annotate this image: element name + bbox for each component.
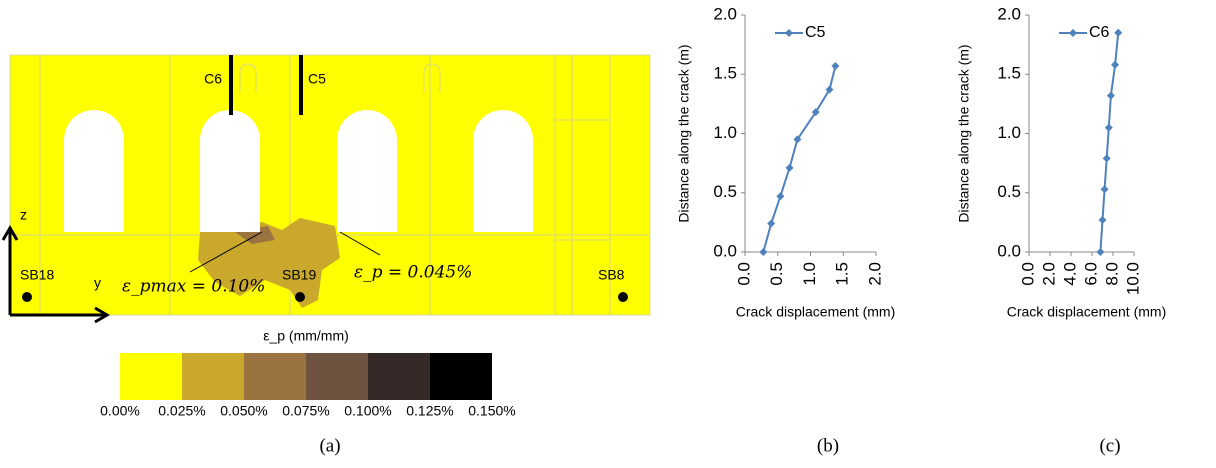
sensor [22, 292, 32, 302]
legend-label: C5 [805, 24, 826, 41]
axes-arrows [1, 225, 110, 324]
legend-marker [785, 29, 793, 37]
x-tick-label: 1.5 [833, 262, 852, 286]
scale-cell [430, 353, 492, 400]
scale-cell [120, 353, 182, 400]
sensor-label: SB8 [598, 267, 625, 283]
scale-cell [368, 353, 430, 400]
y-axis-label: Distance along the crack (m) [676, 44, 692, 222]
contour-panel: C6 C5 SB18 SB19 SB8 z y ε_pmax = 0.10% ε… [1, 54, 651, 456]
point [785, 163, 794, 172]
windows [64, 110, 533, 232]
scale-title: ε_p (mm/mm) [263, 328, 349, 344]
point [1111, 60, 1120, 69]
legend-label: C6 [1089, 24, 1110, 41]
axis-label: y [94, 275, 101, 291]
pointer [189, 231, 263, 273]
x-tick-label: 0.0 [1018, 262, 1037, 286]
annotation: ε_p = 0.045% [354, 263, 472, 283]
scale-label: 0.125% [406, 403, 453, 419]
y-tick-label: 0.0 [997, 241, 1021, 260]
damage-zone [198, 218, 340, 308]
scale-cell [182, 353, 244, 400]
y-tick-label: 1.0 [997, 123, 1021, 142]
point [767, 219, 776, 228]
y-tick-label: 1.5 [713, 64, 737, 83]
y-tick-label: 1.5 [997, 64, 1021, 83]
x-tick-label: 8.0 [1102, 262, 1121, 286]
point [1106, 91, 1115, 100]
annotation: ε_pmax = 0.10% [122, 277, 265, 297]
scale-cell [244, 353, 306, 400]
point [825, 85, 834, 94]
sensor-label: SB18 [20, 267, 54, 283]
series-line [1099, 32, 1120, 253]
sensor [295, 292, 305, 302]
y-tick-label: 0.5 [713, 182, 737, 201]
point [793, 135, 802, 144]
point [811, 108, 820, 117]
x-tick-label: 0.5 [767, 262, 786, 286]
y-axis-label: Distance along the crack (m) [956, 44, 972, 222]
axis-label: z [20, 207, 27, 223]
x-tick-label: 2.0 [1039, 262, 1058, 286]
pointer [339, 231, 381, 256]
series-line [762, 65, 837, 253]
y-tick-label: 0.5 [997, 182, 1021, 201]
y-tick-label: 1.0 [713, 123, 737, 142]
scale-cell [306, 353, 368, 400]
x-tick-label: 0.0 [734, 262, 753, 286]
crack-label: C6 [204, 71, 222, 87]
sensor [618, 292, 628, 302]
point [1114, 28, 1123, 37]
caption: (c) [1099, 435, 1120, 456]
scale-label: 0.050% [220, 403, 267, 419]
scale-label: 0.00% [100, 403, 140, 419]
color-scale: 0.00% 0.025% 0.050% 0.075% 0.100% 0.125% 0.150… [100, 353, 516, 419]
caption: (b) [817, 435, 839, 456]
scale-label: 0.100% [344, 403, 391, 419]
y-tick-label: 2.0 [713, 4, 737, 23]
x-axis-label: Crack displacement (mm) [736, 304, 895, 320]
y-tick-label: 0.0 [713, 241, 737, 260]
point [1102, 154, 1111, 163]
x-tick-label: 2.0 [865, 262, 884, 286]
y-tick-label: 2.0 [997, 4, 1021, 23]
legend-marker [1069, 29, 1077, 37]
x-tick-label: 4.0 [1060, 262, 1079, 286]
scale-label: 0.150% [468, 403, 515, 419]
x-tick-label: 6.0 [1081, 262, 1100, 286]
point [776, 192, 785, 201]
point [1100, 185, 1109, 194]
x-tick-label: 10.0 [1123, 262, 1142, 295]
point [831, 61, 840, 70]
sensor-label: SB19 [282, 267, 316, 283]
scale-label: 0.025% [158, 403, 205, 419]
x-tick-label: 1.0 [800, 262, 819, 286]
scale-label: 0.075% [282, 403, 329, 419]
crack-label: C5 [308, 71, 326, 87]
point [1104, 123, 1113, 132]
point [1096, 248, 1105, 256]
caption: (a) [319, 435, 340, 456]
x-axis-label: Crack displacement (mm) [1007, 304, 1166, 320]
point [1098, 216, 1107, 225]
point [759, 248, 768, 256]
